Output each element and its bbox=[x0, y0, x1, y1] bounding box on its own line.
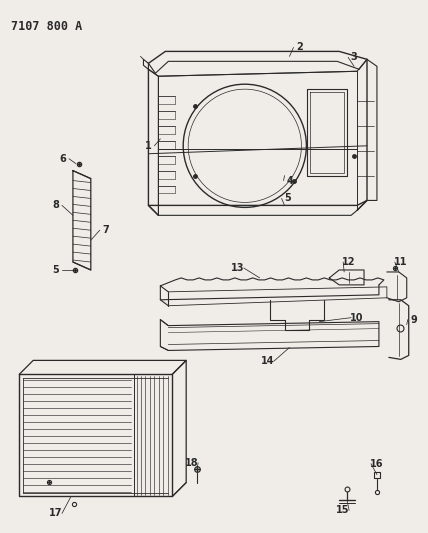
Text: 17: 17 bbox=[49, 508, 63, 519]
Text: 12: 12 bbox=[342, 257, 356, 267]
Text: 14: 14 bbox=[261, 357, 274, 366]
Text: 2: 2 bbox=[296, 43, 303, 52]
Text: 7: 7 bbox=[102, 225, 109, 235]
Text: 18: 18 bbox=[185, 458, 199, 468]
Text: 1: 1 bbox=[145, 141, 152, 151]
Text: 16: 16 bbox=[370, 459, 383, 469]
Text: 10: 10 bbox=[350, 313, 364, 322]
Text: 9: 9 bbox=[410, 314, 417, 325]
Text: 5: 5 bbox=[53, 265, 59, 275]
Text: 15: 15 bbox=[336, 505, 350, 515]
Text: 7107 800 A: 7107 800 A bbox=[11, 20, 83, 33]
Text: 6: 6 bbox=[59, 154, 66, 164]
Text: 8: 8 bbox=[53, 200, 59, 211]
Text: 13: 13 bbox=[231, 263, 244, 273]
Text: 5: 5 bbox=[284, 193, 291, 204]
Text: 4: 4 bbox=[286, 175, 293, 185]
Text: 11: 11 bbox=[394, 257, 407, 267]
Text: 3: 3 bbox=[351, 52, 357, 62]
